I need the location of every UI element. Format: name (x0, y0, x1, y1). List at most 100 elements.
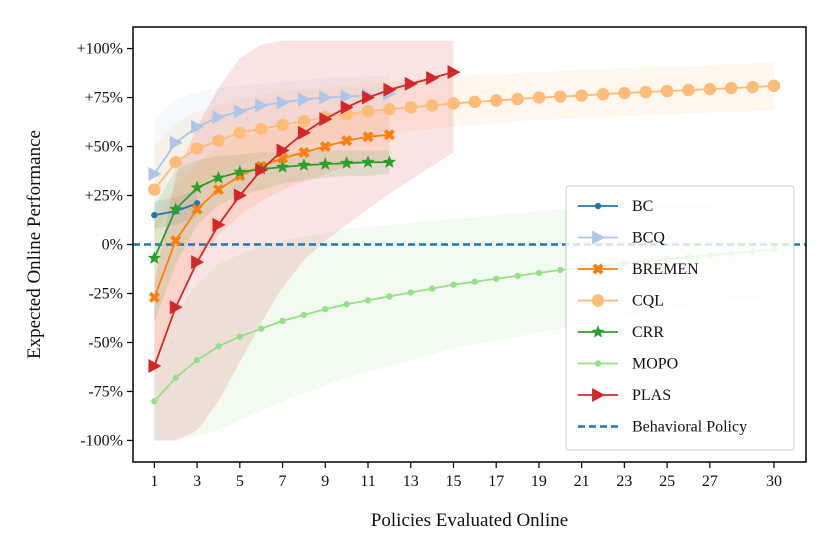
y-tick-label: -75% (88, 383, 123, 400)
legend-box (565, 185, 795, 451)
point-plas (148, 358, 162, 373)
x-tick-label: 23 (616, 473, 632, 490)
point-bcq (319, 90, 333, 105)
legend-label-cql: CQL (632, 293, 664, 310)
point-mopo (557, 266, 564, 274)
point-bc (151, 211, 158, 219)
point-mopo (257, 325, 265, 332)
point-plas (362, 90, 376, 105)
point-cql (404, 101, 417, 114)
point-plas (212, 217, 226, 232)
point-cql (361, 105, 375, 118)
point-plas (276, 143, 290, 158)
point-mopo (535, 269, 543, 277)
point-cql (639, 85, 652, 99)
point-plas (404, 76, 418, 91)
point-cql (511, 92, 524, 106)
point-bremen (212, 184, 224, 196)
point-mopo (172, 374, 179, 381)
point-mopo (343, 301, 350, 308)
point-mopo (450, 281, 457, 288)
legend-label-bc: BC (632, 198, 653, 215)
point-bcq (148, 166, 162, 181)
legend-item-bc: BC (578, 198, 653, 215)
legend-label-mopo: MOPO (632, 356, 678, 373)
legend-label-crr: CRR (632, 324, 664, 341)
band-bremen (154, 111, 390, 363)
point-plas (297, 125, 311, 140)
point-crr (297, 158, 311, 171)
point-plas (426, 70, 440, 85)
legend-marker-bremen (592, 263, 604, 275)
x-tick-label: 21 (574, 473, 590, 490)
y-axis-title: Expected Online Performance (24, 130, 45, 359)
legend-item-bremen: BREMEN (578, 261, 699, 278)
x-axis-title: Policies Evaluated Online (371, 510, 568, 531)
legend-marker-cql (591, 294, 605, 307)
point-cql (490, 94, 503, 107)
point-mopo (151, 398, 158, 405)
legend-label-plas: PLAS (632, 387, 671, 404)
legend: BC BCQ BREMEN CQL CRR MOPO PLAS Behavioral Poli… (565, 185, 795, 451)
point-cql (233, 126, 247, 140)
point-cql (725, 81, 738, 95)
point-crr (169, 202, 183, 215)
point-crr (211, 170, 226, 184)
legend-item-behavioral-policy: Behavioral Policy (578, 419, 747, 436)
legend-marker-bcq (592, 230, 605, 245)
series-crr (147, 155, 397, 264)
x-tick-label: 19 (531, 473, 547, 490)
series-bremen (148, 129, 395, 303)
point-mopo (193, 356, 201, 364)
point-plas (169, 300, 183, 315)
point-cql (596, 88, 610, 101)
legend-marker-bc (594, 202, 602, 210)
point-bcq (212, 110, 226, 125)
point-cql (254, 122, 268, 136)
point-crr (147, 251, 162, 264)
x-tick-label: 3 (193, 473, 201, 490)
point-bremen (341, 135, 353, 147)
point-bremen (191, 203, 203, 215)
point-bcq (255, 98, 269, 113)
band-cql (154, 62, 774, 235)
point-bcq (297, 92, 311, 107)
point-cql (212, 134, 225, 147)
point-mopo (322, 305, 329, 313)
point-bremen (148, 291, 160, 303)
point-crr (382, 155, 397, 168)
point-mopo (364, 297, 372, 304)
x-tick-label: 30 (766, 473, 782, 490)
point-crr (275, 160, 290, 173)
point-cql (297, 114, 311, 128)
legend-marker-crr (591, 325, 605, 338)
point-plas (191, 255, 205, 270)
y-tick-label: -50% (88, 334, 123, 351)
point-bcq (340, 89, 354, 104)
legend-item-bcq: BCQ (578, 230, 665, 247)
point-mopo (407, 289, 414, 296)
point-cql (169, 156, 182, 169)
legend-item-crr: CRR (578, 324, 664, 341)
point-bcq (169, 135, 183, 150)
point-bremen (170, 235, 182, 247)
point-crr (339, 156, 354, 169)
point-cql (618, 86, 631, 100)
x-tick-label: 15 (445, 473, 461, 490)
x-tick-label: 13 (403, 473, 419, 490)
point-cql (767, 79, 781, 92)
point-cql (148, 183, 161, 196)
point-mopo (215, 343, 222, 350)
point-plas (340, 100, 354, 115)
point-mopo (471, 278, 479, 285)
point-cql (575, 89, 588, 102)
point-cql (660, 84, 674, 98)
point-bremen (319, 141, 331, 153)
point-plas (447, 65, 461, 80)
point-crr (318, 157, 332, 170)
y-tick-label: -25% (88, 285, 123, 302)
point-crr (190, 180, 204, 194)
point-crr (361, 155, 375, 168)
legend-item-plas: PLAS (578, 387, 671, 404)
